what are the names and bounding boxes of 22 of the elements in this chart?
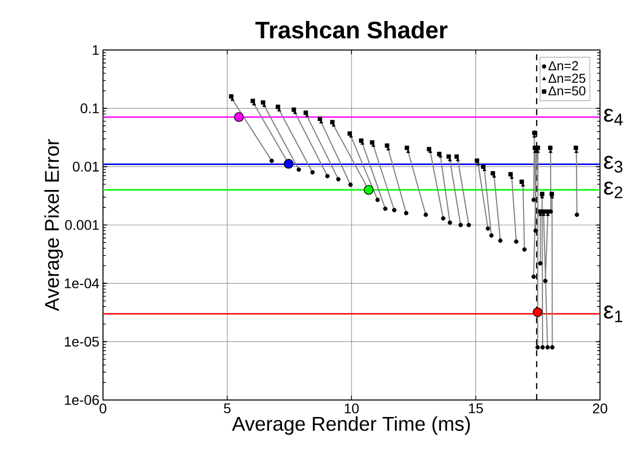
legend-label: Δn=50 (548, 86, 586, 96)
x-tick-label: 10 (344, 404, 359, 414)
ref-line-label: ε$_{1}$ (604, 306, 622, 322)
y-tick-label: 1e-04 (64, 278, 100, 288)
y-tick-label: 0.1 (80, 103, 99, 114)
ref-line-label: ε$_{4}$ (604, 108, 623, 126)
x-axis-title: Average Render Time (ms) (232, 416, 470, 435)
y-tick-label: 1e-05 (64, 336, 99, 347)
y-tick-label: 1e-06 (64, 395, 99, 405)
y-tick-label: 0.001 (65, 220, 99, 230)
x-tick-label: 20 (592, 404, 608, 414)
x-tick-label: 0 (100, 404, 106, 414)
y-tick-label: 0.01 (72, 162, 99, 172)
legend-label: Δn=25 (548, 74, 586, 83)
y-tick-label: 1 (92, 45, 99, 55)
ref-line-label: ε$_{3}$ (604, 156, 622, 173)
legend-label: Δn=2 (548, 61, 578, 70)
x-tick-label: 5 (224, 404, 231, 414)
x-tick-label: 15 (469, 404, 483, 414)
ref-line-label: ε$_{2}$ (604, 182, 622, 198)
chart-title: Trashcan Shader (255, 20, 448, 39)
y-axis-title: Average Pixel Error (44, 139, 63, 312)
